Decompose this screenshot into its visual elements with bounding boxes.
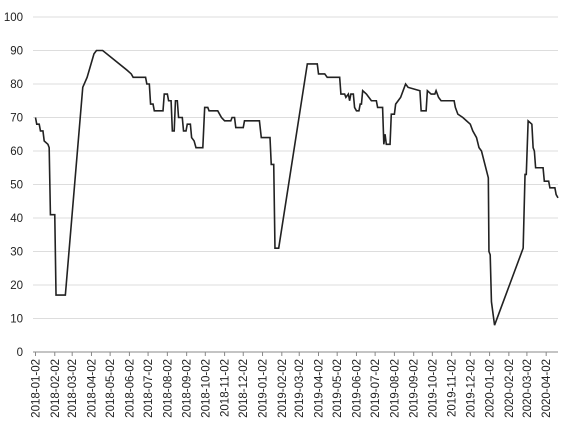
x-tick-label: 2018-06-02 (124, 359, 136, 418)
x-tick-label: 2019-04-02 (314, 359, 326, 418)
x-tick-label: 2019-08-02 (389, 359, 401, 418)
x-tick-label: 2018-11-02 (220, 359, 232, 417)
x-tick-label: 2020-02-02 (504, 359, 516, 418)
x-tick-label: 2019-10-02 (427, 359, 439, 418)
x-tick-label: 2020-01-02 (485, 359, 497, 418)
x-tick-label: 2019-07-02 (370, 359, 382, 418)
x-tick-label: 2019-01-02 (258, 359, 270, 418)
x-tick-label: 2018-10-02 (200, 359, 212, 418)
x-tick-label: 2018-08-02 (162, 359, 174, 418)
x-tick-label: 2018-03-02 (67, 359, 79, 418)
x-tick-label: 2018-05-02 (105, 359, 117, 418)
x-tick-label: 2019-03-02 (294, 359, 306, 418)
y-tick-label: 0 (17, 347, 23, 359)
line (34, 49, 559, 326)
x-tick-label: 2020-03-02 (522, 359, 534, 418)
x-tick-label: 2018-09-02 (182, 359, 194, 418)
x-tick-label: 2019-09-02 (409, 359, 421, 418)
y-tick-label: 10 (10, 314, 23, 326)
y-tick-label: 60 (10, 146, 23, 158)
y-tick-label: 40 (10, 213, 23, 225)
x-tick-label: 2019-05-02 (332, 359, 344, 418)
x-tick-label: 2018-04-02 (86, 359, 98, 418)
x-tick-label: 2020-04-02 (541, 359, 553, 418)
x-tick-label: 2019-11-02 (447, 359, 459, 417)
x-tick-label: 2018-07-02 (143, 359, 155, 418)
x-tick-label: 2018-01-02 (30, 359, 42, 418)
y-tick-label: 50 (10, 180, 23, 192)
y-tick-label: 20 (10, 280, 23, 292)
y-tick-label: 80 (10, 79, 23, 91)
x-tick-label: 2019-06-02 (351, 359, 363, 418)
y-tick-label: 100 (4, 12, 23, 24)
y-tick-label: 30 (10, 247, 23, 259)
y-tick-label: 70 (10, 113, 23, 125)
x-tick-label: 2019-02-02 (277, 359, 289, 418)
x-tick-label: 2018-02-02 (50, 359, 62, 418)
x-tick-label: 2019-12-02 (465, 359, 477, 418)
y-tick-label: 90 (10, 46, 23, 58)
x-tick-label: 2018-12-02 (238, 359, 250, 418)
